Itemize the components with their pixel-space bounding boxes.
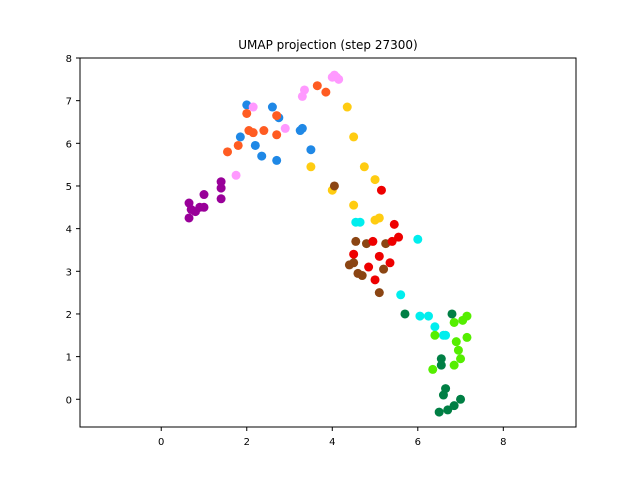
- y-tick-label: 8: [66, 54, 72, 65]
- scatter-point-cluster-0: [216, 177, 226, 187]
- scatter-point-cluster-5: [349, 258, 359, 268]
- y-tick-label: 3: [66, 267, 72, 278]
- scatter-point-cluster-4: [349, 132, 359, 142]
- scatter-point-cluster-1: [235, 132, 245, 142]
- scatter-point-cluster-5: [379, 264, 389, 274]
- scatter-points: [184, 70, 472, 417]
- y-tick-label: 4: [66, 225, 72, 236]
- y-tick-label: 6: [66, 139, 72, 150]
- scatter-point-cluster-2: [321, 87, 331, 97]
- scatter-point-cluster-9: [449, 401, 459, 411]
- scatter-point-cluster-0: [199, 190, 209, 200]
- scatter-point-cluster-9: [447, 309, 457, 319]
- scatter-point-cluster-2: [272, 130, 282, 140]
- scatter-point-cluster-9: [436, 354, 446, 364]
- scatter-point-cluster-5: [357, 271, 367, 281]
- scatter-point-cluster-4: [306, 162, 316, 172]
- scatter-point-cluster-0: [216, 183, 226, 193]
- scatter-point-cluster-6: [376, 185, 386, 195]
- scatter-point-cluster-8: [428, 364, 438, 374]
- scatter-point-cluster-0: [199, 202, 209, 212]
- scatter-point-cluster-9: [443, 405, 453, 415]
- scatter-point-cluster-8: [462, 311, 472, 321]
- scatter-point-cluster-6: [368, 236, 378, 246]
- scatter-point-cluster-9: [456, 394, 466, 404]
- scatter-point-cluster-7: [430, 322, 440, 332]
- scatter-point-cluster-0: [184, 213, 194, 223]
- scatter-point-cluster-3: [299, 85, 309, 95]
- scatter-point-cluster-2: [248, 128, 258, 138]
- scatter-point-cluster-4: [349, 200, 359, 210]
- y-tick-label: 5: [66, 182, 72, 193]
- scatter-point-cluster-1: [267, 102, 277, 112]
- scatter-point-cluster-6: [370, 275, 380, 285]
- y-tick-label: 1: [66, 353, 72, 364]
- scatter-point-cluster-7: [413, 234, 423, 244]
- y-axis: 0 1 2 3 4 5 6 7 8: [66, 54, 80, 406]
- scatter-point-cluster-7: [415, 311, 425, 321]
- scatter-point-cluster-6: [389, 219, 399, 229]
- scatter-point-cluster-4: [342, 102, 352, 112]
- y-tick-label: 0: [66, 395, 72, 406]
- x-tick-label: 8: [500, 437, 506, 448]
- scatter-point-cluster-7: [441, 330, 451, 340]
- scatter-point-cluster-7: [423, 311, 433, 321]
- scatter-point-cluster-0: [216, 194, 226, 204]
- scatter-point-cluster-4: [359, 162, 369, 172]
- scatter-point-cluster-3: [280, 123, 290, 133]
- scatter-point-cluster-9: [436, 360, 446, 370]
- scatter-point-cluster-2: [312, 81, 322, 91]
- scatter-point-cluster-2: [233, 140, 243, 150]
- scatter-point-cluster-6: [374, 251, 384, 261]
- scatter-point-cluster-7: [355, 217, 365, 227]
- scatter-point-cluster-8: [456, 354, 466, 364]
- x-tick-label: 6: [415, 437, 421, 448]
- scatter-point-cluster-6: [394, 232, 404, 242]
- scatter-point-cluster-1: [297, 123, 307, 133]
- scatter-point-cluster-6: [349, 249, 359, 259]
- scatter-point-cluster-2: [272, 111, 282, 121]
- scatter-point-cluster-9: [441, 384, 451, 394]
- scatter-point-cluster-2: [242, 108, 252, 118]
- scatter-point-cluster-8: [430, 330, 440, 340]
- x-tick-label: 0: [158, 437, 164, 448]
- scatter-point-cluster-8: [449, 317, 459, 327]
- plot-area-frame: [79, 57, 577, 428]
- scatter-point-cluster-9: [434, 407, 444, 417]
- scatter-point-cluster-5: [374, 288, 384, 298]
- scatter-point-cluster-3: [231, 170, 241, 180]
- x-axis: 0 2 4 6 8: [158, 427, 506, 448]
- scatter-point-cluster-6: [364, 262, 374, 272]
- chart-title: UMAP projection (step 27300): [238, 38, 417, 52]
- scatter-point-cluster-2: [259, 126, 269, 136]
- scatter-point-cluster-4: [374, 213, 384, 223]
- scatter-point-cluster-2: [223, 147, 233, 157]
- scatter-point-cluster-1: [272, 155, 282, 165]
- scatter-point-cluster-8: [453, 345, 463, 355]
- scatter-point-cluster-9: [400, 309, 410, 319]
- scatter-point-cluster-8: [462, 332, 472, 342]
- scatter-point-cluster-5: [351, 236, 361, 246]
- scatter-point-cluster-1: [257, 151, 267, 161]
- scatter-point-cluster-3: [248, 102, 258, 112]
- scatter-point-cluster-1: [250, 140, 260, 150]
- scatter-point-cluster-4: [370, 175, 380, 185]
- scatter-point-cluster-3: [334, 74, 344, 84]
- y-tick-label: 7: [66, 97, 72, 108]
- x-tick-label: 4: [329, 437, 335, 448]
- scatter-point-cluster-6: [385, 258, 395, 268]
- scatter-point-cluster-1: [306, 145, 316, 155]
- y-tick-label: 2: [66, 310, 72, 321]
- scatter-point-cluster-6: [387, 236, 397, 246]
- scatter-point-cluster-7: [396, 290, 406, 300]
- scatter-point-cluster-5: [329, 181, 339, 191]
- scatter-point-cluster-8: [451, 337, 461, 347]
- scatter-point-cluster-8: [449, 360, 459, 370]
- x-tick-label: 2: [244, 437, 250, 448]
